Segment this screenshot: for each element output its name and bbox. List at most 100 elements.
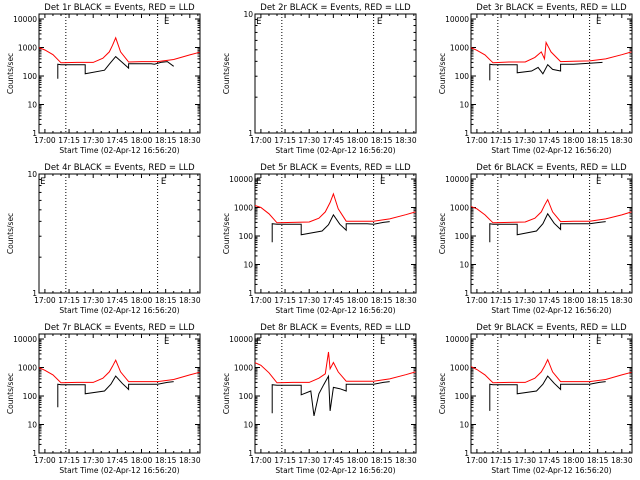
- x-tick-label: 18:00: [347, 136, 369, 145]
- y-tick-label: 100: [455, 392, 470, 401]
- y-axis-label: Counts/sec: [6, 213, 15, 254]
- y-tick-label: 10: [27, 170, 37, 179]
- y-tick-label: 1: [248, 289, 253, 298]
- x-tick-label: 18:00: [131, 456, 153, 465]
- series-lld-line: [471, 40, 632, 64]
- x-tick-label: 17:00: [250, 296, 272, 305]
- x-tick-label: 17:00: [34, 456, 56, 465]
- y-tick-label: 10000: [445, 15, 469, 24]
- x-axis-label: Start Time (02-Apr-12 16:56:20): [491, 306, 611, 315]
- y-tick-label: 100: [455, 72, 470, 81]
- plot-frame: [254, 333, 417, 454]
- marker-label: E: [256, 17, 261, 27]
- marker-label: E: [256, 177, 261, 187]
- x-tick-label: 18:15: [587, 456, 609, 465]
- x-tick-label: 17:15: [490, 296, 512, 305]
- x-tick-label: 18:15: [155, 136, 177, 145]
- y-tick-label: 1: [464, 129, 469, 138]
- y-tick-label: 1: [464, 289, 469, 298]
- y-tick-label: 1: [248, 129, 253, 138]
- y-axis-label: Counts/sec: [438, 53, 447, 94]
- x-tick-label: 17:30: [514, 456, 536, 465]
- x-axis-label: Start Time (02-Apr-12 16:56:20): [59, 306, 179, 315]
- x-tick-label: 17:00: [466, 296, 488, 305]
- y-tick-label: 1000: [234, 204, 253, 213]
- x-tick-label: 18:00: [563, 136, 585, 145]
- plot-frame: [38, 173, 201, 294]
- plot-frame: [254, 13, 417, 134]
- x-tick-label: 17:15: [274, 296, 296, 305]
- series-events-line: [57, 375, 174, 408]
- x-tick-label: 17:30: [514, 296, 536, 305]
- y-tick-label: 10: [27, 421, 37, 430]
- y-axis-label: Counts/sec: [6, 373, 15, 414]
- x-tick-label: 17:30: [82, 136, 104, 145]
- x-tick-label: 17:00: [466, 456, 488, 465]
- chart-title: Det 3r BLACK = Events, RED = LLD: [476, 3, 627, 13]
- x-tick-label: 17:00: [250, 456, 272, 465]
- x-tick-label: 18:15: [371, 296, 393, 305]
- x-tick-label: 18:15: [371, 456, 393, 465]
- x-tick-label: 17:45: [107, 296, 129, 305]
- y-tick-label: 10: [243, 261, 253, 270]
- y-tick-label: 10000: [13, 335, 37, 344]
- x-tick-label: 17:30: [82, 296, 104, 305]
- y-tick-label: 100: [23, 72, 38, 81]
- x-tick-label: 17:30: [298, 296, 320, 305]
- chart-title: Det 4r BLACK = Events, RED = LLD: [44, 163, 195, 173]
- x-tick-label: 17:30: [514, 136, 536, 145]
- x-tick-label: 17:00: [34, 136, 56, 145]
- y-tick-label: 1: [248, 449, 253, 458]
- y-tick-label: 1000: [450, 204, 469, 213]
- marker-label: E: [596, 337, 601, 347]
- x-tick-label: 17:45: [539, 456, 561, 465]
- series-events-line: [489, 61, 603, 81]
- plot-frame: [254, 173, 417, 294]
- series-lld-line: [39, 359, 200, 384]
- x-tick-label: 17:30: [298, 456, 320, 465]
- x-tick-label: 17:30: [82, 456, 104, 465]
- y-tick-label: 1000: [18, 364, 37, 373]
- x-tick-label: 18:15: [587, 296, 609, 305]
- y-tick-label: 1000: [234, 364, 253, 373]
- x-tick-label: 18:30: [395, 456, 417, 465]
- plot-frame: [470, 173, 633, 294]
- y-tick-label: 10: [459, 101, 469, 110]
- x-tick-label: 18:00: [131, 136, 153, 145]
- marker-label: E: [256, 337, 261, 347]
- x-tick-label: 18:30: [179, 456, 201, 465]
- series-lld-line: [471, 198, 632, 224]
- chart-title: Det 2r BLACK = Events, RED = LLD: [260, 3, 411, 13]
- plot-frame: [38, 333, 201, 454]
- x-tick-label: 17:15: [490, 456, 512, 465]
- x-tick-label: 18:30: [395, 136, 417, 145]
- y-axis-label: Counts/sec: [6, 53, 15, 94]
- x-tick-label: 17:45: [539, 296, 561, 305]
- y-tick-label: 1: [32, 449, 37, 458]
- y-axis-label: Counts/sec: [438, 213, 447, 254]
- y-axis-label: Counts/sec: [438, 373, 447, 414]
- x-tick-label: 17:15: [490, 136, 512, 145]
- series-group: [471, 40, 632, 81]
- y-tick-label: 100: [239, 392, 254, 401]
- series-events-line: [271, 374, 390, 417]
- marker-label: E: [40, 177, 45, 187]
- plot-frame: [470, 13, 633, 134]
- x-tick-label: 18:00: [347, 456, 369, 465]
- y-axis-label: Counts/sec: [222, 213, 231, 254]
- y-tick-label: 1: [32, 289, 37, 298]
- series-group: [39, 36, 200, 79]
- x-axis-label: Start Time (02-Apr-12 16:56:20): [275, 306, 395, 315]
- y-tick-label: 10: [27, 101, 37, 110]
- series-group: [39, 359, 200, 408]
- marker-label: E: [161, 177, 166, 187]
- x-tick-label: 18:00: [347, 296, 369, 305]
- marker-label: E: [596, 177, 601, 187]
